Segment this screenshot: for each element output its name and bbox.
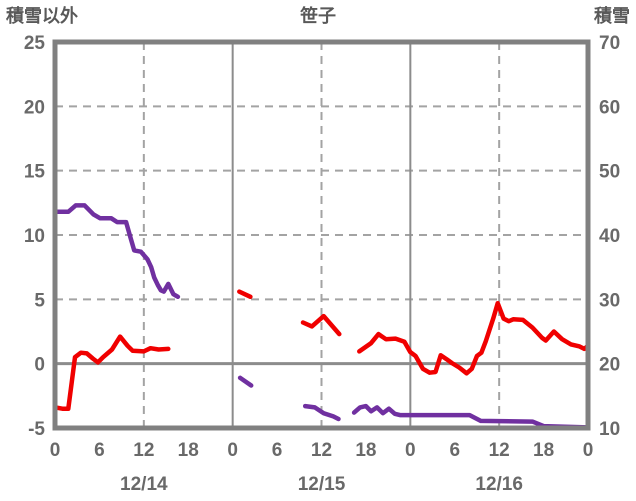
chart-title: 笹子 — [300, 6, 336, 26]
x-axis-tick-label: 18 — [533, 440, 554, 461]
left-axis-tick-label: -5 — [28, 419, 45, 440]
right-axis-tick-label: 50 — [599, 162, 620, 183]
x-axis-tick-label: 12 — [311, 440, 332, 461]
right-axis-tick-label: 10 — [599, 419, 620, 440]
x-axis-tick-label: 6 — [94, 440, 105, 461]
right-axis-tick-label: 70 — [599, 33, 620, 54]
series-line-red — [300, 313, 342, 337]
x-axis-date-label: 12/16 — [475, 474, 523, 495]
right-axis-tick-label: 60 — [599, 97, 620, 118]
x-axis-tick-label: 12 — [133, 440, 154, 461]
x-axis-tick-label: 18 — [178, 440, 199, 461]
series-line-red — [237, 289, 253, 300]
series-line-red — [357, 300, 591, 376]
series-line-red — [52, 334, 171, 411]
series-line-purple — [52, 203, 181, 300]
right-axis-tick-label: 40 — [599, 226, 620, 247]
left-axis-tick-label: 10 — [24, 226, 45, 247]
x-axis-tick-label: 0 — [227, 440, 238, 461]
series-line-purple — [351, 403, 590, 430]
left-axis-tick-label: 0 — [34, 355, 45, 376]
series-line-purple — [302, 403, 341, 422]
right-axis-title: 積雪 — [594, 6, 630, 26]
series-line-purple — [237, 375, 254, 388]
right-axis-tick-label: 20 — [599, 355, 620, 376]
plot-border — [52, 39, 591, 431]
x-axis-tick-label: 12 — [489, 440, 510, 461]
left-axis-tick-label: 20 — [24, 97, 45, 118]
left-axis-tick-label: 5 — [34, 290, 45, 311]
x-axis-tick-label: 0 — [583, 440, 594, 461]
x-axis-tick-label: 6 — [272, 440, 283, 461]
x-axis-tick-label: 0 — [50, 440, 61, 461]
x-axis-tick-label: 6 — [449, 440, 460, 461]
x-axis-tick-label: 18 — [355, 440, 376, 461]
x-axis-date-label: 12/15 — [298, 474, 346, 495]
x-axis-date-label: 12/14 — [120, 474, 168, 495]
left-axis-tick-label: 15 — [24, 162, 46, 183]
left-axis-title: 積雪以外 — [6, 6, 78, 26]
left-axis-tick-label: 25 — [24, 33, 46, 54]
x-axis-tick-label: 0 — [405, 440, 416, 461]
right-axis-tick-label: 30 — [599, 290, 620, 311]
